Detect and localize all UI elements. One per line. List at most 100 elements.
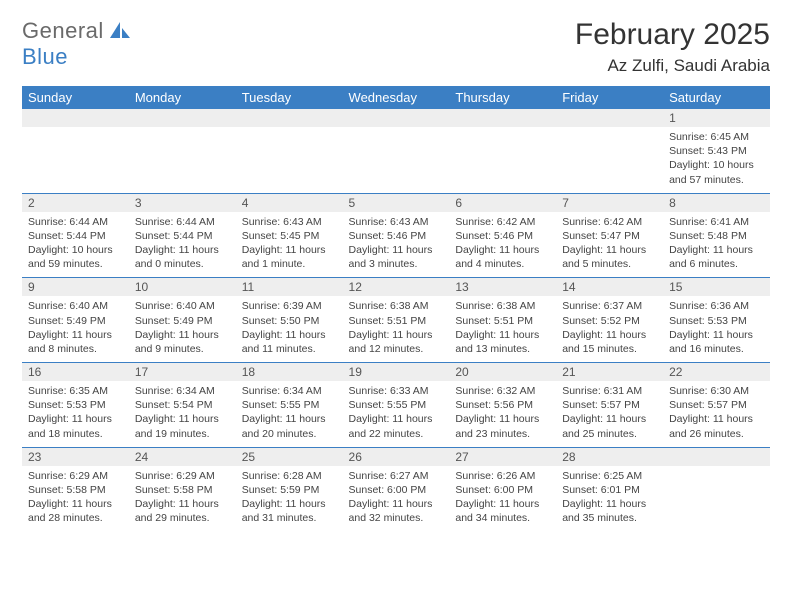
day-number: 18 bbox=[236, 363, 343, 382]
day-cell: Sunrise: 6:42 AMSunset: 5:46 PMDaylight:… bbox=[449, 212, 556, 278]
brand-logo: General Blue bbox=[22, 18, 132, 70]
day-number bbox=[236, 109, 343, 127]
daylight-text: Daylight: 11 hours and 31 minutes. bbox=[242, 497, 337, 525]
weekday-header: Sunday bbox=[22, 86, 129, 109]
weekday-header: Monday bbox=[129, 86, 236, 109]
day-cell: Sunrise: 6:33 AMSunset: 5:55 PMDaylight:… bbox=[343, 381, 450, 447]
day-number: 5 bbox=[343, 193, 450, 212]
day-cell: Sunrise: 6:26 AMSunset: 6:00 PMDaylight:… bbox=[449, 466, 556, 532]
day-number: 14 bbox=[556, 278, 663, 297]
daylight-text: Daylight: 11 hours and 26 minutes. bbox=[669, 412, 764, 440]
daylight-text: Daylight: 11 hours and 1 minute. bbox=[242, 243, 337, 271]
sunrise-text: Sunrise: 6:44 AM bbox=[135, 215, 230, 229]
day-number: 21 bbox=[556, 363, 663, 382]
sunset-text: Sunset: 6:00 PM bbox=[455, 483, 550, 497]
sail-icon bbox=[110, 22, 132, 38]
sunrise-text: Sunrise: 6:43 AM bbox=[242, 215, 337, 229]
weekday-header: Tuesday bbox=[236, 86, 343, 109]
daylight-text: Daylight: 11 hours and 34 minutes. bbox=[455, 497, 550, 525]
day-number: 13 bbox=[449, 278, 556, 297]
sunset-text: Sunset: 5:53 PM bbox=[669, 314, 764, 328]
sunrise-text: Sunrise: 6:29 AM bbox=[28, 469, 123, 483]
sunrise-text: Sunrise: 6:30 AM bbox=[669, 384, 764, 398]
sunset-text: Sunset: 6:01 PM bbox=[562, 483, 657, 497]
daylight-text: Daylight: 11 hours and 8 minutes. bbox=[28, 328, 123, 356]
sunrise-text: Sunrise: 6:42 AM bbox=[562, 215, 657, 229]
header: General Blue February 2025 Az Zulfi, Sau… bbox=[22, 18, 770, 76]
day-cell bbox=[22, 127, 129, 193]
sunrise-text: Sunrise: 6:25 AM bbox=[562, 469, 657, 483]
daylight-text: Daylight: 11 hours and 25 minutes. bbox=[562, 412, 657, 440]
day-cell: Sunrise: 6:25 AMSunset: 6:01 PMDaylight:… bbox=[556, 466, 663, 532]
day-cell: Sunrise: 6:32 AMSunset: 5:56 PMDaylight:… bbox=[449, 381, 556, 447]
daylight-text: Daylight: 11 hours and 6 minutes. bbox=[669, 243, 764, 271]
day-number: 9 bbox=[22, 278, 129, 297]
sunrise-text: Sunrise: 6:40 AM bbox=[28, 299, 123, 313]
day-number: 3 bbox=[129, 193, 236, 212]
calendar-table: Sunday Monday Tuesday Wednesday Thursday… bbox=[22, 86, 770, 532]
sunrise-text: Sunrise: 6:29 AM bbox=[135, 469, 230, 483]
day-cell: Sunrise: 6:27 AMSunset: 6:00 PMDaylight:… bbox=[343, 466, 450, 532]
daylight-text: Daylight: 11 hours and 23 minutes. bbox=[455, 412, 550, 440]
sunset-text: Sunset: 5:46 PM bbox=[349, 229, 444, 243]
sunrise-text: Sunrise: 6:42 AM bbox=[455, 215, 550, 229]
day-number: 26 bbox=[343, 447, 450, 466]
day-cell: Sunrise: 6:43 AMSunset: 5:45 PMDaylight:… bbox=[236, 212, 343, 278]
daylight-text: Daylight: 11 hours and 35 minutes. bbox=[562, 497, 657, 525]
daylight-text: Daylight: 11 hours and 3 minutes. bbox=[349, 243, 444, 271]
sunset-text: Sunset: 5:49 PM bbox=[28, 314, 123, 328]
day-number: 15 bbox=[663, 278, 770, 297]
sunset-text: Sunset: 6:00 PM bbox=[349, 483, 444, 497]
page-title: February 2025 bbox=[575, 18, 770, 52]
sunset-text: Sunset: 5:54 PM bbox=[135, 398, 230, 412]
sunrise-text: Sunrise: 6:36 AM bbox=[669, 299, 764, 313]
day-cell: Sunrise: 6:44 AMSunset: 5:44 PMDaylight:… bbox=[129, 212, 236, 278]
day-number: 28 bbox=[556, 447, 663, 466]
day-cell: Sunrise: 6:38 AMSunset: 5:51 PMDaylight:… bbox=[343, 296, 450, 362]
sunrise-text: Sunrise: 6:35 AM bbox=[28, 384, 123, 398]
daylight-text: Daylight: 11 hours and 16 minutes. bbox=[669, 328, 764, 356]
day-cell: Sunrise: 6:29 AMSunset: 5:58 PMDaylight:… bbox=[129, 466, 236, 532]
day-cell: Sunrise: 6:29 AMSunset: 5:58 PMDaylight:… bbox=[22, 466, 129, 532]
brand-word-2: Blue bbox=[22, 44, 68, 69]
sunset-text: Sunset: 5:46 PM bbox=[455, 229, 550, 243]
daylight-text: Daylight: 11 hours and 15 minutes. bbox=[562, 328, 657, 356]
day-cell: Sunrise: 6:31 AMSunset: 5:57 PMDaylight:… bbox=[556, 381, 663, 447]
day-cell: Sunrise: 6:45 AMSunset: 5:43 PMDaylight:… bbox=[663, 127, 770, 193]
day-cell bbox=[556, 127, 663, 193]
day-data-row: Sunrise: 6:40 AMSunset: 5:49 PMDaylight:… bbox=[22, 296, 770, 362]
day-cell: Sunrise: 6:44 AMSunset: 5:44 PMDaylight:… bbox=[22, 212, 129, 278]
daylight-text: Daylight: 11 hours and 20 minutes. bbox=[242, 412, 337, 440]
sunrise-text: Sunrise: 6:37 AM bbox=[562, 299, 657, 313]
sunset-text: Sunset: 5:44 PM bbox=[135, 229, 230, 243]
day-data-row: Sunrise: 6:29 AMSunset: 5:58 PMDaylight:… bbox=[22, 466, 770, 532]
weekday-header: Wednesday bbox=[343, 86, 450, 109]
sunrise-text: Sunrise: 6:39 AM bbox=[242, 299, 337, 313]
day-cell: Sunrise: 6:34 AMSunset: 5:54 PMDaylight:… bbox=[129, 381, 236, 447]
sunset-text: Sunset: 5:59 PM bbox=[242, 483, 337, 497]
day-number: 4 bbox=[236, 193, 343, 212]
day-number: 24 bbox=[129, 447, 236, 466]
sunrise-text: Sunrise: 6:40 AM bbox=[135, 299, 230, 313]
sunrise-text: Sunrise: 6:34 AM bbox=[135, 384, 230, 398]
day-cell: Sunrise: 6:40 AMSunset: 5:49 PMDaylight:… bbox=[22, 296, 129, 362]
sunrise-text: Sunrise: 6:28 AM bbox=[242, 469, 337, 483]
day-number: 19 bbox=[343, 363, 450, 382]
sunset-text: Sunset: 5:47 PM bbox=[562, 229, 657, 243]
day-number: 12 bbox=[343, 278, 450, 297]
daylight-text: Daylight: 11 hours and 4 minutes. bbox=[455, 243, 550, 271]
day-number: 20 bbox=[449, 363, 556, 382]
day-cell: Sunrise: 6:37 AMSunset: 5:52 PMDaylight:… bbox=[556, 296, 663, 362]
day-cell: Sunrise: 6:34 AMSunset: 5:55 PMDaylight:… bbox=[236, 381, 343, 447]
daylight-text: Daylight: 11 hours and 11 minutes. bbox=[242, 328, 337, 356]
day-number-row: 2345678 bbox=[22, 193, 770, 212]
sunset-text: Sunset: 5:50 PM bbox=[242, 314, 337, 328]
day-cell: Sunrise: 6:35 AMSunset: 5:53 PMDaylight:… bbox=[22, 381, 129, 447]
day-cell: Sunrise: 6:39 AMSunset: 5:50 PMDaylight:… bbox=[236, 296, 343, 362]
sunset-text: Sunset: 5:51 PM bbox=[455, 314, 550, 328]
day-number bbox=[556, 109, 663, 127]
day-number-row: 1 bbox=[22, 109, 770, 127]
daylight-text: Daylight: 11 hours and 28 minutes. bbox=[28, 497, 123, 525]
weekday-header-row: Sunday Monday Tuesday Wednesday Thursday… bbox=[22, 86, 770, 109]
day-number-row: 232425262728 bbox=[22, 447, 770, 466]
